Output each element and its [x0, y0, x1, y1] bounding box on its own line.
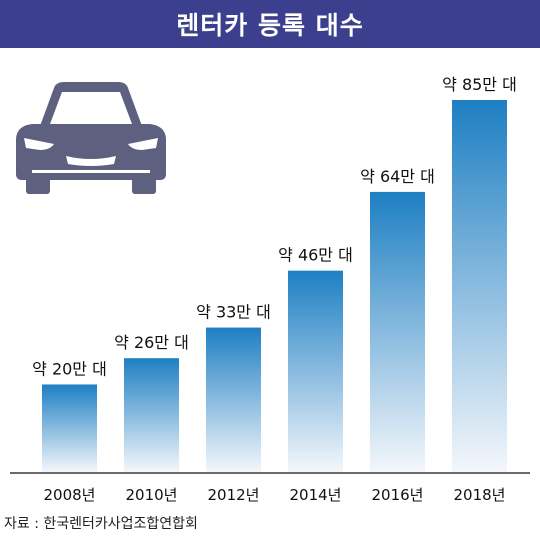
data-label-6: 약 85만 대: [442, 75, 517, 94]
x-tick-label-3: 2012년: [208, 486, 260, 504]
x-tick-label-4: 2014년: [290, 486, 342, 504]
x-tick-label-6: 2018년: [454, 486, 506, 504]
bar-2: [124, 358, 179, 472]
title-bar: 렌터카 등록 대수: [0, 0, 540, 48]
data-label-2: 약 26만 대: [114, 333, 189, 352]
x-tick-label-5: 2016년: [372, 486, 424, 504]
bars-group: 약 20만 대 2008년 약 26만 대 2010년 약 33만 대 2012년 약 46…: [32, 75, 517, 504]
bar-1: [42, 384, 97, 472]
bar-4: [288, 270, 343, 472]
car-icon: [16, 82, 166, 194]
data-label-5: 약 64만 대: [360, 167, 435, 186]
chart-title: 렌터카 등록 대수: [176, 11, 364, 40]
x-tick-label-1: 2008년: [44, 486, 96, 504]
data-label-4: 약 46만 대: [278, 246, 353, 265]
bar-5: [370, 191, 425, 472]
bar-3: [206, 327, 261, 472]
data-label-3: 약 33만 대: [196, 303, 271, 322]
data-label-1: 약 20만 대: [32, 359, 107, 378]
x-tick-label-2: 2010년: [126, 486, 178, 504]
bar-6: [452, 100, 507, 472]
source-note: 자료 : 한국렌터카사업조합연합회: [4, 516, 198, 532]
